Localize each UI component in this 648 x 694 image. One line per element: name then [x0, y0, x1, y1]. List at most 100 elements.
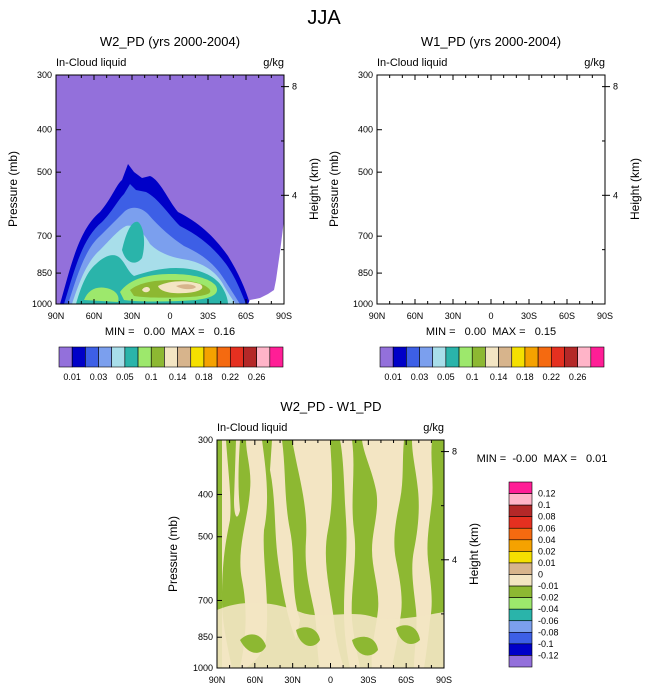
panel-title: W1_PD (yrs 2000-2004)	[421, 34, 561, 49]
colorbar-box	[379, 346, 394, 368]
colorbar-box	[229, 346, 244, 368]
units-label: g/kg	[263, 57, 284, 69]
colorbar-label: -0.08	[538, 627, 559, 637]
y-tick-label: 400	[198, 489, 213, 499]
contour-level-0.08-south	[441, 274, 538, 302]
diff-zero-region	[362, 440, 404, 668]
colorbar-label: 0.04	[538, 535, 556, 545]
y-tick-label: 500	[358, 167, 373, 177]
panel-w1-pd: W1_PD (yrs 2000-2004) In-Cloud liquid g/…	[327, 34, 642, 382]
colorbar-box	[177, 346, 192, 368]
y2-tick-label: 4	[292, 190, 297, 200]
x-tick-label: 60S	[238, 311, 254, 321]
colorbar-box	[508, 493, 533, 506]
colorbar-box	[471, 346, 486, 368]
colorbar-box	[508, 632, 533, 645]
colorbar-box	[71, 346, 86, 368]
y-axis-label: Pressure (mb)	[6, 151, 20, 227]
y2-tick-label: 4	[452, 555, 457, 565]
colorbar-box	[508, 504, 533, 517]
colorbar-box	[458, 346, 473, 368]
colorbar-box	[564, 346, 578, 368]
colorbar-label: 0.05	[116, 372, 134, 382]
colorbar-label: 0	[538, 570, 543, 580]
colorbar-label: 0.1	[538, 500, 551, 510]
x-tick-label: 60N	[247, 675, 264, 685]
colorbar-label: 0.1	[466, 372, 479, 382]
diff-zero-region	[234, 440, 240, 517]
colorbar-box	[432, 346, 447, 368]
colorbar-box	[164, 346, 178, 368]
colorbar-label: 0.14	[169, 372, 187, 382]
x-tick-label: 90S	[597, 311, 613, 321]
y-tick-label: 700	[198, 595, 213, 605]
y-tick-label: 700	[37, 231, 52, 241]
diff-neg-patch	[396, 625, 420, 644]
y-tick-label: 850	[198, 632, 213, 642]
y-tick-label: 300	[198, 435, 213, 445]
y-tick-label: 500	[198, 532, 213, 542]
colorbar-box	[537, 346, 552, 368]
colorbar-label: -0.04	[538, 604, 559, 614]
panel-w2-pd: W2_PD (yrs 2000-2004) In-Cloud liquid g/…	[6, 34, 321, 382]
plot-frame	[376, 74, 606, 305]
left-label: In-Cloud liquid	[377, 57, 447, 69]
colorbar-label: 0.26	[248, 372, 266, 382]
colorbar-vertical: 0.120.10.080.060.040.020.010-0.01-0.02-0…	[508, 481, 559, 668]
contour-level-0.02	[381, 164, 571, 304]
colorbar-label: 0.01	[384, 372, 402, 382]
colorbar-box	[577, 346, 592, 368]
figure-title: JJA	[307, 7, 341, 29]
y-tick-label: 850	[37, 268, 52, 278]
colorbar-box	[508, 597, 533, 610]
colorbar-box	[256, 346, 271, 368]
colorbar-box	[524, 346, 539, 368]
x-tick-label: 30S	[521, 311, 537, 321]
contour-level-0.06-north	[122, 221, 145, 263]
axes: 90N 60N 30N 0 30S 60S 90S 300 400 500 700 850 1000 8 4	[32, 70, 297, 321]
contour-level-0.08	[84, 287, 119, 302]
diff-zero-region	[270, 440, 300, 640]
x-tick-label: 60S	[398, 675, 414, 685]
colorbar-label: 0.26	[569, 372, 587, 382]
surface-mask	[569, 220, 605, 304]
contour-level-0.12	[481, 282, 520, 293]
contour-level-0.1	[451, 280, 531, 298]
contour-level-0.06	[397, 255, 549, 304]
y-tick-label: 300	[358, 70, 373, 80]
panel-difference: W2_PD - W1_PD In-Cloud liquid g/kg Press…	[166, 399, 607, 685]
colorbar-label: 0.1	[145, 372, 158, 382]
colorbar-box	[508, 643, 533, 656]
colorbar-box	[508, 527, 533, 541]
x-tick-label: 0	[488, 311, 493, 321]
diff-zero-region	[217, 602, 444, 668]
difference-field	[217, 440, 444, 668]
colorbar-label: 0.12	[538, 489, 556, 499]
x-tick-label: 30N	[284, 675, 301, 685]
diff-neg-patch	[352, 636, 378, 656]
colorbar-label: 0.22	[222, 372, 240, 382]
y-tick-label: 500	[37, 167, 52, 177]
panel-title: W2_PD (yrs 2000-2004)	[100, 34, 240, 49]
contour-level-0.08	[405, 288, 440, 303]
y2-axis-label: Height (km)	[467, 523, 481, 585]
colorbar-box	[150, 346, 165, 368]
contour-level-0.1-patch	[142, 287, 150, 293]
colorbar: 0.01 0.03 0.05 0.1 0.14 0.18 0.22 0.26	[379, 346, 605, 382]
colorbar-box	[216, 346, 231, 368]
colorbar-box	[508, 516, 533, 529]
colorbar-box	[508, 585, 533, 598]
x-tick-label: 60N	[407, 311, 424, 321]
y-tick-label: 400	[37, 125, 52, 135]
colorbar-box	[508, 574, 533, 587]
contour-level-0.04	[389, 208, 561, 304]
colorbar-box	[590, 346, 605, 368]
stats-text: MIN = 0.00 MAX = 0.16	[105, 326, 235, 338]
colorbar-box	[508, 481, 533, 494]
x-tick-label: 30N	[124, 311, 141, 321]
x-tick-label: 90N	[209, 675, 226, 685]
colorbar-box	[111, 346, 126, 368]
x-tick-label: 90N	[369, 311, 386, 321]
contour-background	[377, 75, 605, 304]
colorbar-box	[98, 346, 113, 368]
